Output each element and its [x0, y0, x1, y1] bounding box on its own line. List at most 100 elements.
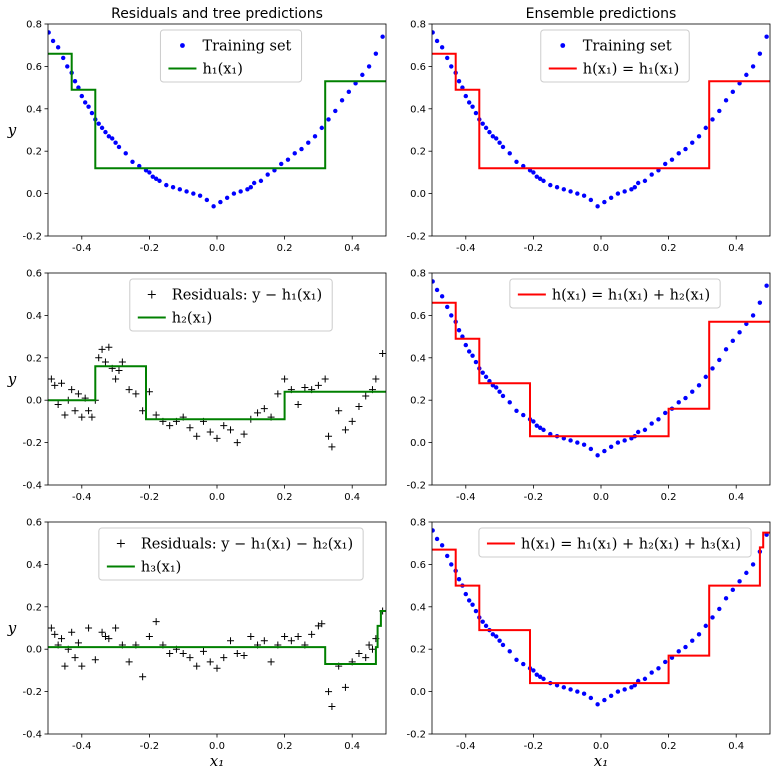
data-point [500, 144, 506, 150]
data-point [764, 532, 769, 537]
plot-marks [48, 607, 386, 710]
data-point [362, 392, 370, 400]
scatter-series [48, 30, 385, 209]
data-point [130, 159, 135, 164]
data-point [61, 662, 69, 670]
data-point [123, 151, 128, 156]
legend: Residuals: y − h₁(x₁) h₂(x₁) [129, 278, 333, 332]
data-point [642, 178, 648, 184]
y-axis-ticks: -0.4 -0.2 0.0 0.2 0.4 0.6 [22, 269, 48, 492]
prediction-step-line [48, 610, 386, 665]
x-axis-ticks: -0.4 -0.2 0.0 0.2 0.4 [72, 734, 360, 752]
data-point [132, 390, 140, 398]
panel-p4: -0.4 -0.2 0.0 0.2 0.4 -0.2 0.0 0.2 0.4 0.6 0.8 h(x₁… [406, 269, 771, 503]
data-point [206, 428, 214, 436]
y-tick-label: 0.4 [26, 311, 42, 322]
data-point [78, 662, 86, 670]
data-point [534, 672, 539, 677]
plot-marks [432, 30, 770, 209]
data-point [483, 374, 489, 380]
data-point [299, 146, 304, 152]
x-tick-label: 0.0 [209, 741, 225, 752]
data-point [61, 411, 69, 419]
data-point [98, 345, 106, 353]
data-point [696, 134, 702, 139]
data-point [71, 407, 79, 415]
data-point [531, 170, 536, 175]
data-point [206, 658, 214, 666]
data-point [514, 657, 519, 662]
data-point [51, 381, 59, 389]
data-point [568, 687, 573, 692]
legend: Residuals: y − h₁(x₁) − h₂(x₁) h₃(x₁) [98, 527, 364, 581]
data-point [98, 628, 106, 636]
data-point [663, 410, 668, 416]
y-tick-label: 0.6 [26, 62, 42, 73]
data-point [757, 300, 763, 305]
prediction-step-line [432, 52, 770, 170]
scatter-series [432, 30, 769, 209]
data-point [635, 429, 641, 435]
data-point [233, 649, 241, 657]
data-point [339, 98, 345, 103]
data-point [113, 140, 118, 145]
data-point [663, 659, 668, 665]
x-axis-ticks: -0.4 -0.2 0.0 0.2 0.4 [72, 485, 360, 503]
data-point [95, 354, 103, 362]
data-point [632, 683, 637, 688]
data-point [554, 185, 560, 190]
panel-p3: -0.4 -0.2 0.0 0.2 0.4 -0.4 -0.2 0.0 0.2 0.4 0.6 y Re… [7, 269, 387, 503]
data-point [240, 652, 248, 660]
data-point [103, 129, 108, 135]
data-point [355, 403, 363, 411]
data-point [115, 367, 123, 375]
data-point [439, 543, 445, 548]
data-point [703, 623, 708, 629]
legend-box [509, 278, 721, 309]
data-point [723, 596, 729, 601]
x-tick-label: 0.4 [728, 741, 744, 752]
data-point [541, 676, 546, 682]
prediction-step-line [48, 52, 386, 170]
data-point [54, 400, 62, 408]
x-tick-label: 0.4 [344, 492, 360, 503]
y-tick-label: 0.6 [26, 518, 42, 529]
legend-plus-swatch [147, 290, 156, 299]
data-point [125, 386, 133, 394]
data-point [608, 195, 614, 201]
data-point [445, 55, 450, 61]
data-point [184, 189, 189, 194]
data-point [717, 606, 722, 612]
data-point [632, 185, 637, 190]
data-point [220, 422, 228, 430]
data-point [177, 187, 183, 192]
x-tick-label: 0.2 [277, 243, 293, 254]
data-point [55, 45, 61, 50]
data-point [247, 632, 255, 640]
y-tick-label: 0.4 [26, 560, 42, 571]
data-point [497, 638, 502, 643]
data-point [683, 395, 688, 401]
x-tick-label: -0.4 [456, 741, 476, 752]
data-point [470, 353, 475, 358]
data-point [676, 649, 681, 654]
data-point [238, 189, 243, 194]
data-point [642, 427, 648, 433]
axes-frame [47, 272, 387, 486]
data-point [521, 412, 526, 418]
data-point [514, 408, 519, 413]
data-point [68, 628, 76, 636]
x-tick-label: 0.2 [277, 492, 293, 503]
data-point [86, 104, 91, 109]
data-point [757, 51, 763, 56]
data-point [96, 121, 101, 126]
data-point [703, 125, 708, 131]
data-point [575, 440, 580, 445]
x-tick-label: 0.2 [277, 741, 293, 752]
data-point [473, 110, 479, 116]
y-tick-label: -0.2 [406, 730, 426, 741]
data-point [48, 624, 55, 632]
data-point [368, 645, 376, 653]
data-point [61, 55, 66, 61]
data-point [166, 649, 174, 657]
